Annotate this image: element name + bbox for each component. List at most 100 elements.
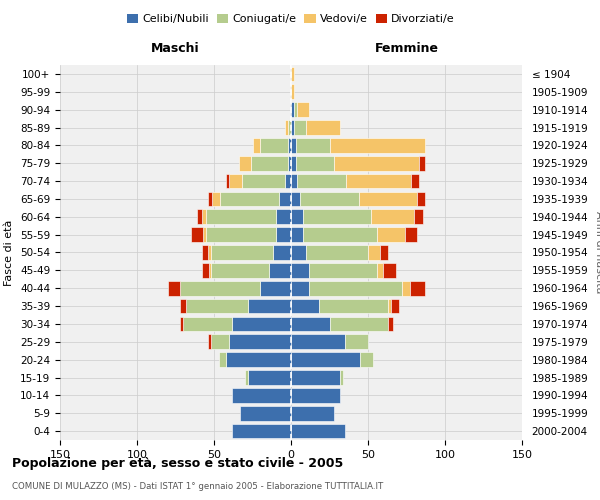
Bar bbox=[232, 316, 291, 331]
Bar bbox=[211, 245, 272, 260]
Bar bbox=[275, 210, 291, 224]
Bar bbox=[202, 210, 206, 224]
Text: COMUNE DI MULAZZO (MS) - Dati ISTAT 1° gennaio 2005 - Elaborazione TUTTITALIA.IT: COMUNE DI MULAZZO (MS) - Dati ISTAT 1° g… bbox=[12, 482, 383, 491]
Bar bbox=[208, 192, 212, 206]
Bar bbox=[291, 245, 307, 260]
Text: Maschi: Maschi bbox=[151, 42, 200, 55]
Bar bbox=[388, 316, 392, 331]
Bar bbox=[208, 245, 211, 260]
Bar bbox=[291, 156, 296, 170]
Bar bbox=[253, 138, 260, 152]
Bar bbox=[226, 174, 229, 188]
Bar bbox=[291, 298, 319, 314]
Text: Popolazione per età, sesso e stato civile - 2005: Popolazione per età, sesso e stato civil… bbox=[12, 458, 343, 470]
Bar bbox=[414, 210, 424, 224]
Bar bbox=[285, 174, 291, 188]
Bar bbox=[391, 298, 399, 314]
Text: Femmine: Femmine bbox=[374, 42, 439, 55]
Bar bbox=[307, 120, 340, 135]
Bar bbox=[180, 298, 186, 314]
Bar bbox=[275, 228, 291, 242]
Bar bbox=[291, 102, 294, 117]
Bar bbox=[180, 316, 183, 331]
Bar bbox=[242, 174, 285, 188]
Bar bbox=[360, 352, 373, 367]
Bar bbox=[405, 228, 417, 242]
Bar bbox=[180, 281, 260, 295]
Bar bbox=[206, 210, 275, 224]
Bar bbox=[232, 424, 291, 438]
Bar bbox=[291, 281, 310, 295]
Bar bbox=[239, 156, 251, 170]
Bar bbox=[260, 138, 288, 152]
Bar bbox=[402, 281, 410, 295]
Bar bbox=[310, 263, 377, 278]
Bar bbox=[291, 84, 294, 99]
Bar bbox=[291, 66, 294, 81]
Bar bbox=[202, 245, 208, 260]
Bar bbox=[202, 263, 209, 278]
Bar bbox=[410, 281, 425, 295]
Bar bbox=[419, 156, 425, 170]
Bar bbox=[197, 210, 202, 224]
Bar bbox=[288, 138, 291, 152]
Bar bbox=[304, 210, 371, 224]
Bar bbox=[291, 424, 345, 438]
Bar bbox=[260, 281, 291, 295]
Bar bbox=[186, 298, 248, 314]
Bar bbox=[291, 192, 300, 206]
Bar bbox=[377, 228, 405, 242]
Bar bbox=[304, 228, 377, 242]
Bar bbox=[380, 245, 388, 260]
Bar bbox=[294, 120, 307, 135]
Bar bbox=[248, 298, 291, 314]
Bar bbox=[269, 263, 291, 278]
Bar bbox=[291, 138, 296, 152]
Bar bbox=[291, 120, 294, 135]
Bar bbox=[319, 298, 388, 314]
Y-axis label: Anni di nascita: Anni di nascita bbox=[594, 211, 600, 294]
Bar bbox=[291, 388, 340, 402]
Bar bbox=[285, 120, 288, 135]
Bar bbox=[212, 192, 220, 206]
Bar bbox=[417, 192, 425, 206]
Bar bbox=[211, 334, 229, 349]
Bar bbox=[377, 263, 383, 278]
Bar bbox=[371, 210, 414, 224]
Bar bbox=[288, 120, 291, 135]
Bar bbox=[203, 228, 206, 242]
Bar bbox=[297, 174, 346, 188]
Bar bbox=[334, 156, 419, 170]
Bar bbox=[278, 192, 291, 206]
Bar bbox=[209, 263, 211, 278]
Bar bbox=[291, 406, 334, 420]
Bar bbox=[240, 406, 291, 420]
Bar bbox=[291, 263, 310, 278]
Bar bbox=[229, 334, 291, 349]
Bar bbox=[294, 102, 297, 117]
Bar bbox=[248, 370, 291, 385]
Bar bbox=[226, 352, 291, 367]
Bar bbox=[229, 174, 242, 188]
Legend: Celibi/Nubili, Coniugati/e, Vedovi/e, Divorziati/e: Celibi/Nubili, Coniugati/e, Vedovi/e, Di… bbox=[124, 10, 458, 28]
Bar bbox=[307, 245, 368, 260]
Bar bbox=[345, 334, 368, 349]
Bar bbox=[368, 245, 380, 260]
Bar bbox=[168, 281, 180, 295]
Bar bbox=[383, 263, 396, 278]
Bar bbox=[291, 370, 340, 385]
Y-axis label: Fasce di età: Fasce di età bbox=[4, 220, 14, 286]
Bar bbox=[291, 210, 304, 224]
Bar bbox=[291, 352, 360, 367]
Bar bbox=[208, 334, 211, 349]
Bar bbox=[388, 298, 391, 314]
Bar bbox=[291, 334, 345, 349]
Bar bbox=[191, 228, 203, 242]
Bar bbox=[291, 316, 329, 331]
Bar bbox=[310, 281, 402, 295]
Bar bbox=[272, 245, 291, 260]
Bar bbox=[329, 138, 425, 152]
Bar bbox=[183, 316, 232, 331]
Bar bbox=[245, 370, 248, 385]
Bar bbox=[340, 370, 343, 385]
